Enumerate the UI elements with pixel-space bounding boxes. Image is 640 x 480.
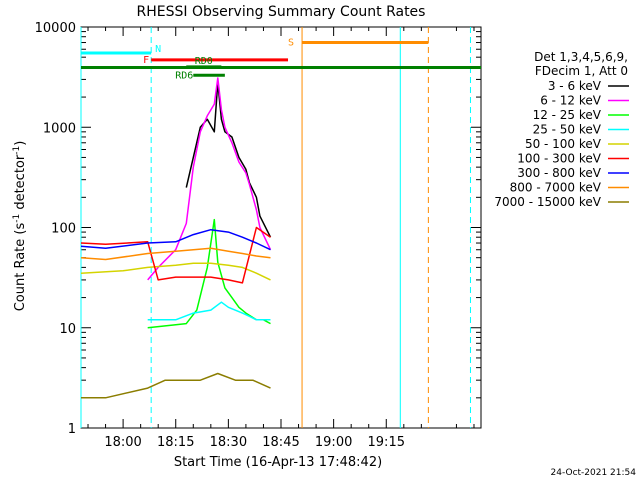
plot-frame <box>80 26 482 429</box>
legend-label: 300 - 800 keV <box>517 166 601 180</box>
series-line-3 <box>147 301 271 321</box>
y-tick-label: 100 <box>51 222 76 237</box>
segment-label-n: N <box>155 44 161 55</box>
series-line-1 <box>147 77 272 281</box>
legend-label: 6 - 12 keV <box>540 94 602 108</box>
y-tick-label: 1000 <box>43 121 76 136</box>
legend-header: Det 1,3,4,5,6,9, <box>534 50 628 64</box>
legend-label: 800 - 7000 keV <box>510 181 602 195</box>
y-tick-label: 10 <box>59 322 76 337</box>
y-tick-label: 10000 <box>35 21 76 36</box>
segment-label-rd0: RD0 <box>195 56 213 67</box>
x-tick-label: 18:00 <box>104 435 141 450</box>
chart-title: RHESSI Observing Summary Count Rates <box>137 4 426 20</box>
segment-label-s: S <box>288 38 294 49</box>
x-tick-label: 18:15 <box>157 435 194 450</box>
segment-label-rd6: RD6 <box>175 70 193 81</box>
x-tick-label: 19:15 <box>368 435 405 450</box>
legend-label: 3 - 6 keV <box>548 79 602 93</box>
series-line-6 <box>80 228 271 251</box>
series-line-4 <box>80 262 271 281</box>
series-line-2 <box>147 218 271 329</box>
series-line-7 <box>80 247 271 261</box>
x-tick-label: 19:00 <box>315 435 352 450</box>
legend-label: 12 - 25 keV <box>533 108 602 122</box>
x-tick-label: 18:45 <box>262 435 299 450</box>
legend-label: 50 - 100 keV <box>525 137 602 151</box>
y-tick-label: 1 <box>68 422 76 437</box>
segment-label-f: F <box>143 55 149 66</box>
legend-label: 25 - 50 keV <box>533 123 602 137</box>
footer-timestamp: 24-Oct-2021 21:54 <box>551 468 637 478</box>
series-line-8 <box>81 372 271 399</box>
legend-label: 7000 - 15000 keV <box>494 195 601 209</box>
legend-header: FDecim 1, Att 0 <box>535 64 628 78</box>
y-axis-label: Count Rate (s-1 detector-1) <box>12 141 28 312</box>
series-line-5 <box>80 226 271 284</box>
x-axis-label: Start Time (16-Apr-13 17:48:42) <box>174 455 382 470</box>
x-tick-label: 18:30 <box>210 435 247 450</box>
legend-label: 100 - 300 keV <box>517 152 601 166</box>
